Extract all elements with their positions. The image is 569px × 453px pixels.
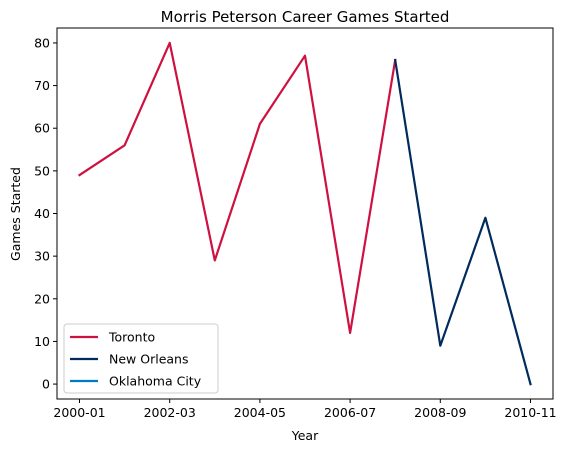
y-tick-label: 60 xyxy=(34,121,50,136)
x-tick-label: 2004-05 xyxy=(234,405,286,420)
legend-label: New Orleans xyxy=(109,352,188,367)
y-tick-label: 30 xyxy=(34,249,50,264)
y-axis-label: Games Started xyxy=(8,167,23,261)
legend: Toronto New Orleans Oklahoma City xyxy=(63,323,219,394)
series-layer xyxy=(77,41,532,386)
chart-title: Morris Peterson Career Games Started xyxy=(161,8,450,26)
y-tick-label: 0 xyxy=(42,377,50,392)
x-axis: 2000-01 2002-03 2004-05 2006-07 2008-09 2010-… xyxy=(53,399,557,420)
x-tick-label: 2000-01 xyxy=(53,405,105,420)
y-tick-label: 80 xyxy=(34,35,50,50)
y-axis: 0 10 20 30 40 50 60 70 80 xyxy=(34,35,57,392)
y-tick-label: 20 xyxy=(34,291,50,306)
legend-label: Oklahoma City xyxy=(109,374,202,389)
x-axis-label: Year xyxy=(291,428,319,443)
x-tick-label: 2002-03 xyxy=(144,405,196,420)
x-tick-label: 2008-09 xyxy=(414,405,466,420)
legend-box xyxy=(63,323,219,394)
legend-label: Toronto xyxy=(108,330,155,345)
series-line-0 xyxy=(77,41,397,334)
y-tick-label: 10 xyxy=(34,334,50,349)
x-tick-label: 2010-11 xyxy=(504,405,556,420)
series-line-1 xyxy=(393,58,532,386)
x-tick-label: 2006-07 xyxy=(324,405,376,420)
y-tick-label: 70 xyxy=(34,78,50,93)
y-tick-label: 40 xyxy=(34,206,50,221)
y-tick-label: 50 xyxy=(34,163,50,178)
